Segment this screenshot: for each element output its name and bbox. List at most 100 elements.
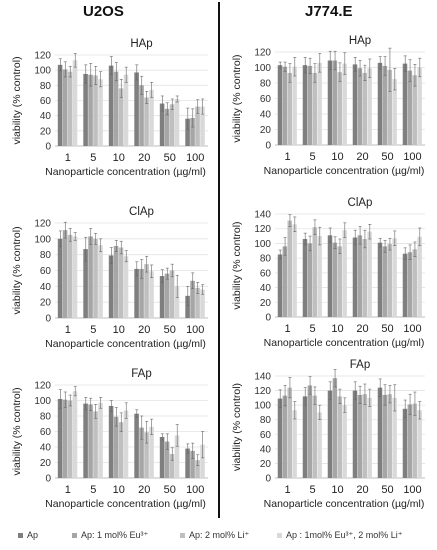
bar — [72, 60, 78, 146]
bar — [93, 75, 98, 146]
bar — [139, 427, 144, 478]
bar — [332, 242, 338, 317]
x-tick-label: 20 — [138, 484, 150, 496]
x-axis-label: Nanoparticle concentration (µg/ml) — [45, 338, 206, 350]
legend-label: Ap: 2 mol% Li⁺ — [189, 530, 250, 540]
y-axis-label: viability (% control) — [231, 383, 243, 471]
bar — [200, 289, 205, 318]
bar — [159, 436, 165, 478]
y-tick-label: 100 — [34, 396, 51, 407]
bar — [412, 75, 417, 145]
x-tick-label: 50 — [381, 151, 393, 163]
y-tick-label: 40 — [260, 110, 272, 121]
bar — [327, 390, 333, 478]
bar — [407, 70, 413, 145]
x-tick-label: 20 — [356, 323, 368, 335]
bar — [174, 286, 180, 318]
bar — [307, 385, 313, 478]
chart-title: HAp — [130, 38, 152, 50]
x-tick-label: 1 — [284, 151, 290, 163]
y-tick-label: 140 — [254, 372, 271, 383]
column-title-u2os: U2OS — [83, 3, 124, 20]
bar — [134, 268, 139, 318]
y-tick-label: 120 — [254, 48, 271, 59]
chart-title: ClAp — [348, 197, 373, 209]
y-tick-label: 60 — [260, 268, 272, 279]
bar — [377, 387, 383, 478]
bar — [62, 230, 68, 318]
bar — [190, 450, 195, 478]
bar — [174, 98, 180, 146]
bar — [392, 79, 397, 145]
bar — [362, 394, 367, 478]
x-tick-label: 10 — [113, 324, 125, 336]
legend-label: Ap — [27, 530, 39, 540]
bar — [342, 230, 347, 317]
bar — [412, 249, 417, 317]
y-tick-label: 0 — [45, 474, 51, 485]
y-axis-label: viability (% control) — [231, 54, 243, 142]
y-tick-label: 120 — [34, 219, 51, 230]
bar — [402, 63, 408, 145]
x-tick-label: 100 — [186, 324, 204, 336]
x-axis-label: Nanoparticle concentration (µg/ml) — [45, 498, 206, 510]
x-tick-label: 10 — [113, 152, 125, 164]
bar — [123, 74, 129, 146]
legend-item-ap: Ap — [18, 530, 38, 540]
bar — [382, 246, 388, 317]
legend-swatch — [18, 533, 23, 539]
x-axis-label: Nanoparticle concentration (µg/ml) — [45, 166, 206, 178]
y-tick-label: 80 — [260, 254, 272, 265]
x-tick-label: 1 — [65, 484, 71, 496]
bar — [307, 243, 313, 317]
bar — [407, 252, 413, 317]
bar — [292, 410, 297, 478]
y-tick-label: 20 — [40, 126, 52, 137]
bar — [367, 397, 372, 478]
chart-panel-4: 0 20 40 60 80 100 120 1 5 10 20 50 100 Nanoparticle c… — [231, 35, 425, 177]
bar — [72, 391, 78, 478]
x-tick-label: 5 — [309, 484, 315, 496]
bar — [88, 404, 93, 478]
bar — [98, 402, 103, 478]
bar — [123, 256, 129, 318]
bar — [342, 405, 347, 478]
bar — [277, 254, 283, 317]
bar — [169, 270, 175, 318]
x-tick-label: 100 — [403, 484, 421, 496]
y-tick-label: 20 — [40, 298, 52, 309]
bar — [282, 395, 288, 478]
bar — [337, 72, 342, 145]
bar — [174, 435, 180, 478]
legend-label: Ap : 1mol% Eu³⁺, 2 mol% Li⁺ — [286, 530, 403, 540]
bar — [169, 104, 175, 146]
x-tick-label: 100 — [186, 484, 204, 496]
bar — [113, 71, 119, 146]
y-tick-label: 120 — [254, 386, 271, 397]
bar — [83, 73, 88, 146]
bar — [67, 400, 73, 478]
bar — [387, 244, 392, 317]
bar — [149, 89, 154, 146]
bar — [83, 249, 88, 318]
bar — [62, 399, 68, 478]
chart-title: HAp — [349, 35, 371, 47]
bar — [200, 106, 205, 146]
bar — [149, 426, 154, 478]
bar — [83, 403, 88, 478]
y-tick-label: 120 — [254, 224, 271, 235]
bar — [98, 245, 103, 318]
bar — [292, 66, 297, 145]
bar — [352, 64, 358, 145]
bar — [123, 410, 129, 478]
bar — [108, 405, 114, 478]
y-tick-label: 20 — [260, 459, 272, 470]
y-tick-label: 80 — [260, 415, 272, 426]
bar — [417, 410, 422, 478]
bar — [302, 396, 308, 478]
y-tick-label: 120 — [34, 381, 51, 392]
bar — [337, 246, 342, 317]
bar — [190, 117, 195, 146]
bar — [357, 235, 363, 317]
